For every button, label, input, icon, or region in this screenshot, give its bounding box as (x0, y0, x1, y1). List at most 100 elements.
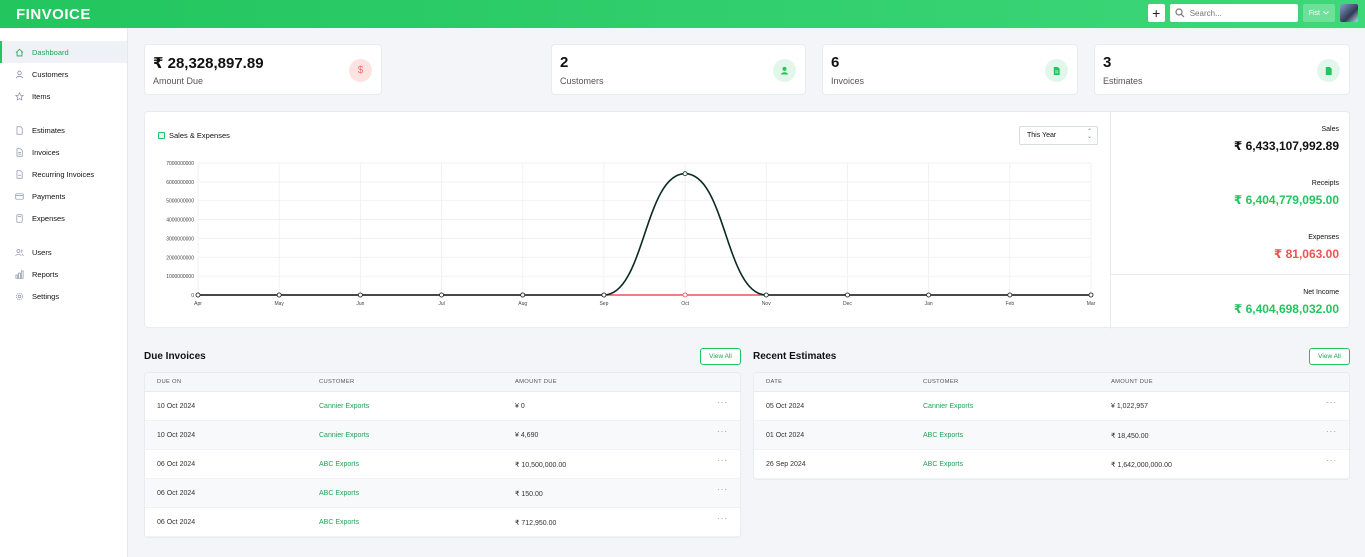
row-amount: ₹ 712,950.00 (515, 520, 557, 527)
search-input[interactable] (1189, 8, 1290, 18)
data-point (276, 292, 282, 298)
more-options-icon[interactable]: ··· (717, 427, 728, 436)
expenses-value: ₹ 81,063.00 (1273, 247, 1339, 261)
header-actions: + Fist (1147, 4, 1358, 22)
column-header[interactable]: DATE (766, 379, 783, 385)
table-row[interactable]: 05 Oct 2024 Cannier Exports ¥ 1,022,957 ··· (754, 392, 1349, 421)
search-icon (1175, 8, 1185, 18)
sidebar-item-users[interactable]: Users (0, 241, 127, 263)
sidebar-item-label: Customers (32, 69, 69, 79)
language-select[interactable]: Fist (1302, 4, 1335, 22)
stat-card-customers[interactable]: 2 Customers (551, 44, 806, 95)
stat-label: Estimates (1103, 76, 1143, 86)
row-customer-link[interactable]: ABC Exports (319, 519, 360, 526)
x-tick-label: Jun (356, 301, 364, 307)
sales-value: ₹ 6,433,107,992.89 (1233, 139, 1339, 153)
data-point (682, 292, 688, 298)
recent-estimates-view-all-button[interactable]: View All (1309, 348, 1350, 365)
more-options-icon[interactable]: ··· (1326, 427, 1337, 436)
sidebar: Dashboard Customers Items Estimates Invo… (0, 28, 128, 557)
row-customer-link[interactable]: Cannier Exports (319, 403, 370, 410)
recent-estimates-table: DATE CUSTOMER AMOUNT DUE 05 Oct 2024 Cann… (753, 372, 1350, 480)
due-invoices-title: Due Invoices (144, 351, 206, 362)
more-options-icon[interactable]: ··· (717, 485, 728, 494)
more-options-icon[interactable]: ··· (1326, 456, 1337, 465)
x-tick-label: Jan (925, 301, 933, 307)
y-tick-label: 0 (191, 293, 194, 299)
more-options-icon[interactable]: ··· (1326, 398, 1337, 407)
row-amount: ₹ 150.00 (515, 491, 543, 498)
data-point (439, 292, 444, 298)
y-tick-label: 6000000000 (166, 180, 194, 186)
sidebar-item-items[interactable]: Items (0, 85, 127, 107)
table-row[interactable]: 06 Oct 2024 ABC Exports ₹ 712,950.00 ··· (145, 508, 740, 537)
row-date: 10 Oct 2024 (157, 432, 196, 439)
row-customer-link[interactable]: ABC Exports (923, 461, 964, 468)
sidebar-item-invoices[interactable]: Invoices (0, 141, 127, 163)
user-avatar[interactable] (1340, 4, 1358, 22)
period-select[interactable]: This Year ⌃ ⌄ (1019, 126, 1098, 145)
sidebar-item-customers[interactable]: Customers (0, 63, 127, 85)
sidebar-item-recurring-invoices[interactable]: Recurring Invoices (0, 163, 127, 185)
stat-card-estimates[interactable]: 3 Estimates (1094, 44, 1350, 95)
data-point (1088, 292, 1094, 298)
column-header[interactable]: DUE ON (157, 379, 182, 385)
more-options-icon[interactable]: ··· (717, 514, 728, 523)
sidebar-item-label: Recurring Invoices (32, 169, 95, 179)
table-row[interactable]: 26 Sep 2024 ABC Exports ₹ 1,642,000,000.00… (754, 450, 1349, 479)
data-point (1007, 292, 1013, 298)
sidebar-item-payments[interactable]: Payments (0, 185, 127, 207)
more-options-icon[interactable]: ··· (717, 456, 728, 465)
plus-icon: + (1152, 5, 1161, 21)
dollar-icon: $ (349, 59, 372, 82)
chart-icon (158, 132, 165, 139)
app-logo[interactable]: FINVOICE (16, 5, 91, 23)
chart-title: Sales & Expenses (158, 131, 230, 140)
due-invoices-view-all-button[interactable]: View All (700, 348, 741, 365)
sidebar-item-reports[interactable]: Reports (0, 263, 127, 285)
table-row[interactable]: 10 Oct 2024 Cannier Exports ¥ 0 ··· (145, 392, 740, 421)
table-row[interactable]: 01 Oct 2024 ABC Exports ₹ 18,450.00 ··· (754, 421, 1349, 450)
sidebar-item-settings[interactable]: Settings (0, 285, 127, 307)
sidebar-item-estimates[interactable]: Estimates (0, 119, 127, 141)
add-new-button[interactable]: + (1147, 4, 1165, 22)
sidebar-item-label: Estimates (32, 125, 65, 135)
stat-card-invoices[interactable]: 6 Invoices (822, 44, 1078, 95)
column-header[interactable]: AMOUNT DUE (515, 379, 557, 385)
sidebar-divider (0, 107, 127, 119)
sidebar-item-label: Expenses (32, 213, 65, 223)
y-tick-label: 4000000000 (166, 218, 194, 224)
sidebar-item-expenses[interactable]: Expenses (0, 207, 127, 229)
sort-arrows-icon: ⌃ ⌄ (1086, 129, 1092, 140)
row-customer-link[interactable]: Cannier Exports (923, 403, 974, 410)
x-tick-label: Dec (843, 301, 852, 307)
users-icon (15, 248, 24, 256)
row-customer-link[interactable]: Cannier Exports (319, 432, 370, 439)
y-tick-label: 3000000000 (166, 236, 194, 242)
table-row[interactable]: 10 Oct 2024 Cannier Exports ¥ 4,690 ··· (145, 421, 740, 450)
stat-value: 3 (1103, 54, 1112, 71)
gear-icon (15, 292, 24, 300)
row-date: 06 Oct 2024 (157, 519, 196, 526)
row-customer-link[interactable]: ABC Exports (319, 490, 360, 497)
table-row[interactable]: 06 Oct 2024 ABC Exports ₹ 10,500,000.00 ··· (145, 450, 740, 479)
sidebar-item-label: Dashboard (32, 47, 69, 57)
stat-value: ₹ 28,328,897.89 (153, 55, 264, 72)
due-invoices-table: DUE ON CUSTOMER AMOUNT DUE 10 Oct 2024 Ca… (144, 372, 741, 538)
more-options-icon[interactable]: ··· (717, 398, 728, 407)
row-date: 06 Oct 2024 (157, 461, 196, 468)
receipts-value: ₹ 6,404,779,095.00 (1233, 193, 1339, 207)
column-header[interactable]: AMOUNT DUE (1111, 379, 1153, 385)
column-header[interactable]: CUSTOMER (319, 379, 355, 385)
home-icon (15, 48, 24, 56)
period-value: This Year (1027, 132, 1057, 139)
search-box[interactable] (1169, 4, 1298, 22)
column-header[interactable]: CUSTOMER (923, 379, 959, 385)
table-row[interactable]: 06 Oct 2024 ABC Exports ₹ 150.00 ··· (145, 479, 740, 508)
row-amount: ₹ 1,642,000,000.00 (1111, 462, 1172, 469)
row-customer-link[interactable]: ABC Exports (923, 432, 964, 439)
row-customer-link[interactable]: ABC Exports (319, 461, 360, 468)
sidebar-item-dashboard[interactable]: Dashboard (0, 41, 127, 63)
y-tick-label: 5000000000 (166, 199, 194, 205)
stat-card-amount-due[interactable]: ₹ 28,328,897.89 Amount Due $ (144, 44, 382, 95)
